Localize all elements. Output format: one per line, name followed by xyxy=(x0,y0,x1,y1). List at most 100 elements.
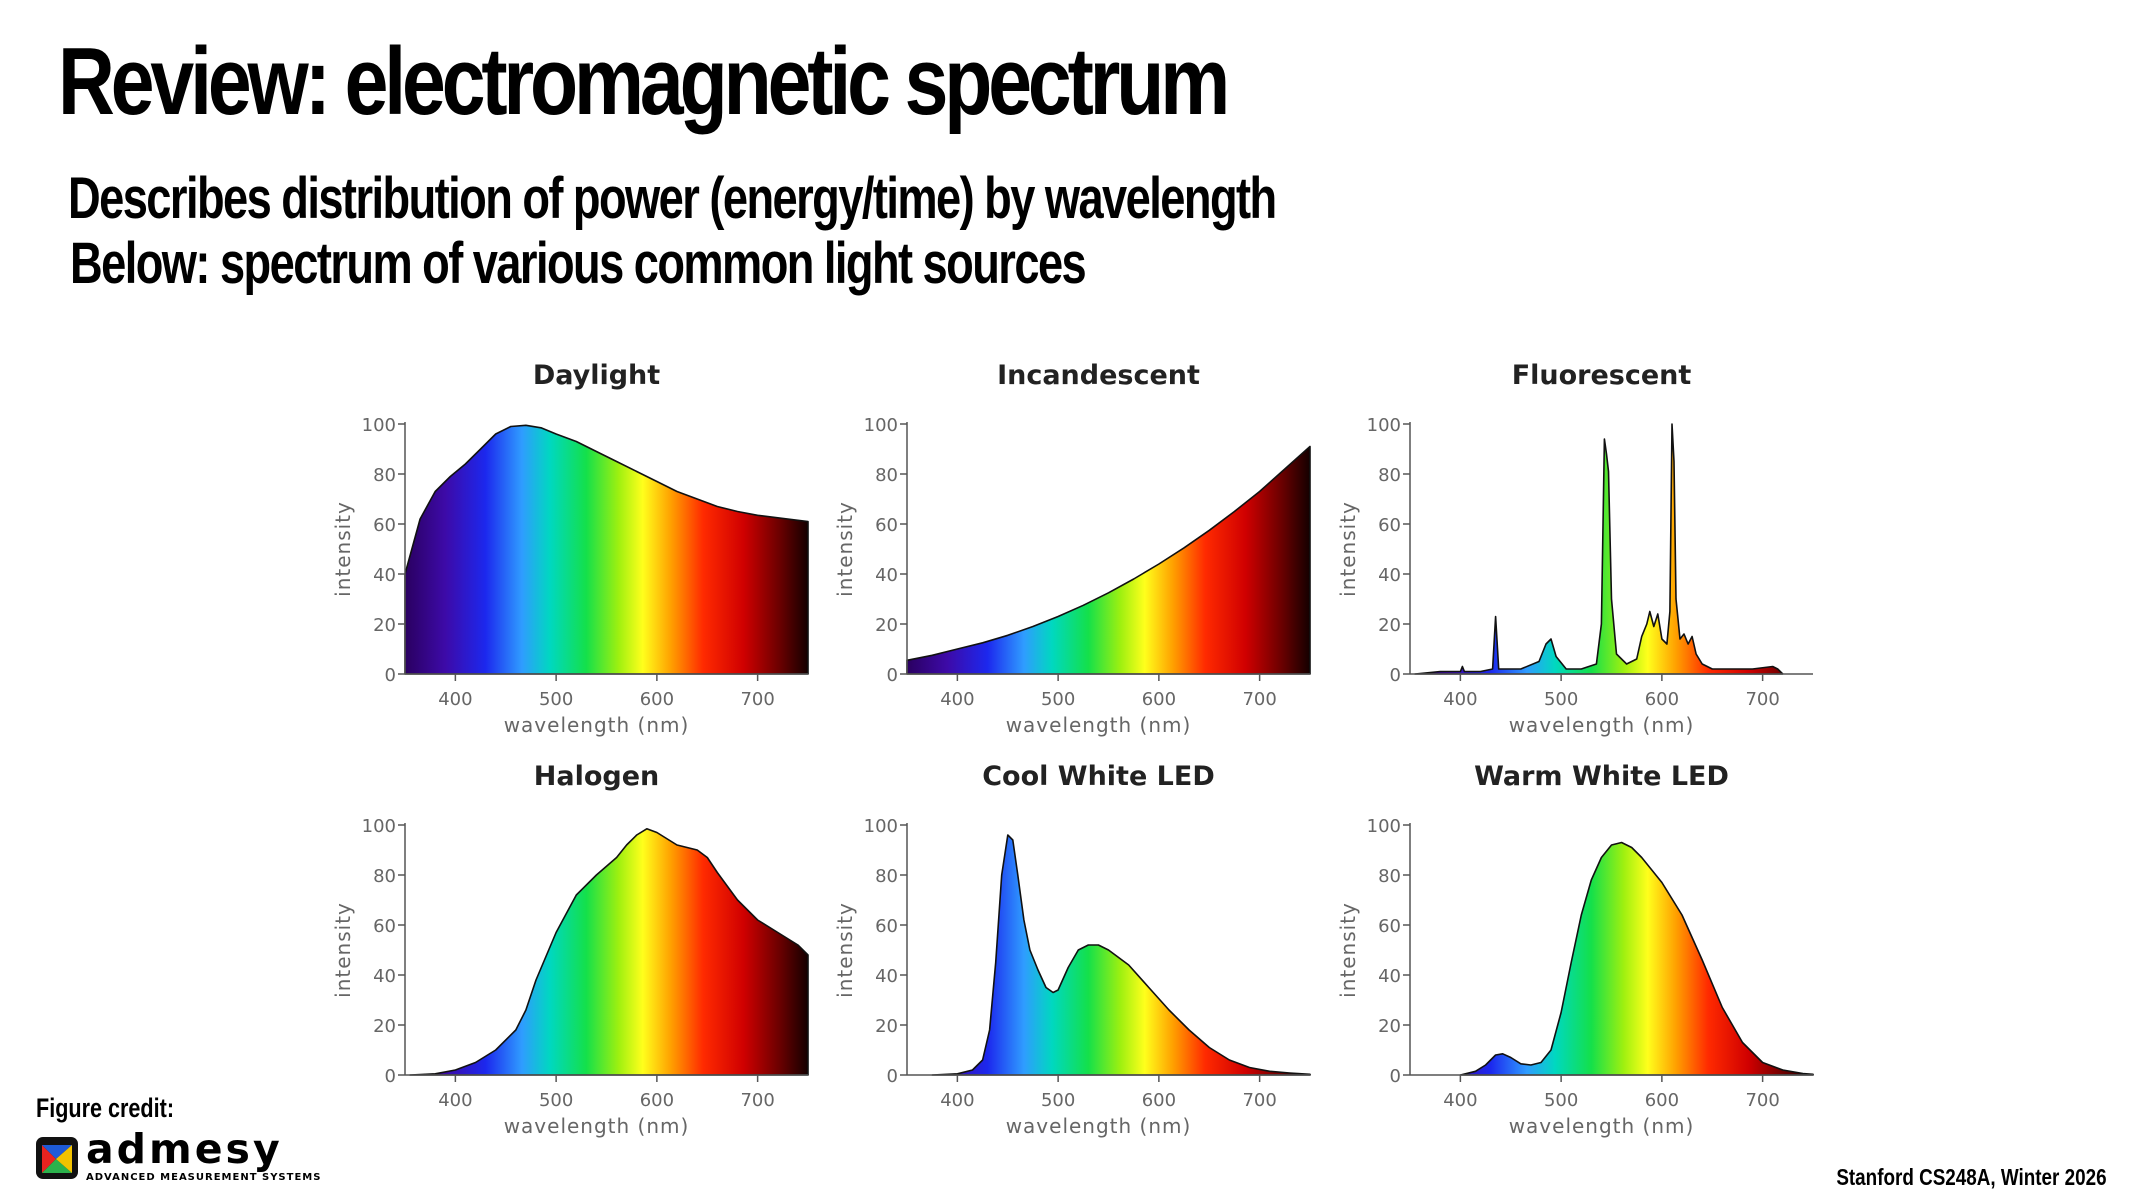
data-point-warm-white-led xyxy=(1782,1069,1783,1070)
y-tick-label-cool-white-led: 60 xyxy=(875,916,898,937)
data-point-fluorescent xyxy=(1649,611,1650,612)
data-point-cool-white-led xyxy=(1229,1059,1230,1060)
y-axis-label-fluorescent: intensity xyxy=(1336,501,1360,597)
data-point-fluorescent xyxy=(1696,653,1697,654)
x-tick-label-fluorescent: 500 xyxy=(1544,689,1578,710)
data-point-cool-white-led xyxy=(1023,919,1024,920)
data-point-daylight xyxy=(540,427,541,428)
data-point-cool-white-led xyxy=(1045,987,1046,988)
data-point-incandescent xyxy=(1259,491,1260,492)
data-point-cool-white-led xyxy=(1269,1071,1270,1072)
data-point-warm-white-led xyxy=(1510,1057,1511,1058)
data-point-fluorescent xyxy=(1683,633,1684,634)
data-point-cool-white-led xyxy=(957,1073,958,1074)
data-point-halogen xyxy=(707,857,708,858)
y-tick-label-fluorescent: 20 xyxy=(1378,615,1401,636)
data-point-warm-white-led xyxy=(1581,914,1582,915)
data-point-daylight xyxy=(797,520,798,521)
x-tick-label-halogen: 700 xyxy=(740,1090,774,1111)
y-tick-label-halogen: 100 xyxy=(362,816,396,837)
data-point-halogen xyxy=(435,1073,436,1074)
y-tick-label-cool-white-led: 20 xyxy=(875,1016,898,1037)
data-point-fluorescent xyxy=(1777,668,1778,669)
y-tick-label-incandescent: 20 xyxy=(875,615,898,636)
x-tick-label-halogen: 500 xyxy=(539,1090,573,1111)
x-tick-label-daylight: 600 xyxy=(640,689,674,710)
data-point-warm-white-led xyxy=(1485,1064,1486,1065)
data-point-daylight xyxy=(495,433,496,434)
data-point-cool-white-led xyxy=(1017,874,1018,875)
data-point-incandescent xyxy=(1032,626,1033,627)
data-point-fluorescent xyxy=(1636,658,1637,659)
x-tick-label-warm-white-led: 500 xyxy=(1544,1090,1578,1111)
data-point-halogen xyxy=(596,874,597,875)
data-point-cool-white-led xyxy=(1098,944,1099,945)
data-point-fluorescent xyxy=(1464,671,1465,672)
data-point-cool-white-led xyxy=(1007,834,1008,835)
y-tick-label-daylight: 100 xyxy=(362,415,396,436)
data-point-cool-white-led xyxy=(1289,1072,1290,1073)
y-tick-label-daylight: 80 xyxy=(373,465,396,486)
x-tick-label-cool-white-led: 400 xyxy=(940,1090,974,1111)
data-point-daylight xyxy=(697,498,698,499)
data-point-cool-white-led xyxy=(1037,969,1038,970)
data-point-fluorescent xyxy=(1646,623,1647,624)
data-point-halogen xyxy=(576,894,577,895)
figure-credit-label: Figure credit: xyxy=(36,1093,175,1123)
data-point-cool-white-led xyxy=(995,962,996,963)
y-tick-label-incandescent: 100 xyxy=(864,415,898,436)
data-point-halogen xyxy=(757,919,758,920)
y-tick-label-cool-white-led: 100 xyxy=(864,816,898,837)
data-point-halogen xyxy=(676,844,677,845)
data-point-incandescent xyxy=(1158,563,1159,564)
data-point-fluorescent xyxy=(1581,668,1582,669)
y-tick-label-warm-white-led: 0 xyxy=(1390,1066,1401,1087)
data-point-warm-white-led xyxy=(1722,1007,1723,1008)
x-tick-label-cool-white-led: 700 xyxy=(1242,1090,1276,1111)
data-point-halogen xyxy=(737,899,738,900)
data-point-daylight xyxy=(757,515,758,516)
data-point-warm-white-led xyxy=(1561,1012,1562,1013)
x-tick-label-incandescent: 400 xyxy=(940,689,974,710)
data-point-halogen xyxy=(697,849,698,850)
data-point-fluorescent xyxy=(1712,668,1713,669)
data-point-cool-white-led xyxy=(1029,949,1030,950)
data-point-warm-white-led xyxy=(1621,842,1622,843)
data-point-cool-white-led xyxy=(1189,1029,1190,1030)
data-point-fluorescent xyxy=(1673,461,1674,462)
data-point-warm-white-led xyxy=(1530,1064,1531,1065)
data-point-fluorescent xyxy=(1538,661,1539,662)
data-point-daylight xyxy=(510,426,511,427)
data-point-warm-white-led xyxy=(1475,1071,1476,1072)
data-point-fluorescent xyxy=(1679,638,1680,639)
data-point-fluorescent xyxy=(1606,453,1607,454)
x-axis-label-cool-white-led: wavelength (nm) xyxy=(1006,1114,1192,1138)
data-point-warm-white-led xyxy=(1762,1062,1763,1063)
data-point-incandescent xyxy=(1309,446,1310,447)
bullet-light-sources: Below: spectrum of various common light … xyxy=(70,231,1087,296)
data-point-warm-white-led xyxy=(1631,847,1632,848)
data-point-daylight xyxy=(676,491,677,492)
data-point-fluorescent xyxy=(1616,653,1617,654)
data-point-halogen xyxy=(656,832,657,833)
y-tick-label-cool-white-led: 40 xyxy=(875,966,898,987)
data-point-halogen xyxy=(495,1049,496,1050)
data-point-warm-white-led xyxy=(1742,1042,1743,1043)
data-point-fluorescent xyxy=(1641,636,1642,637)
data-point-halogen xyxy=(636,834,637,835)
data-point-fluorescent xyxy=(1462,666,1463,667)
data-point-fluorescent xyxy=(1657,613,1658,614)
data-point-fluorescent xyxy=(1772,666,1773,667)
x-tick-label-fluorescent: 700 xyxy=(1745,689,1779,710)
data-point-incandescent xyxy=(1133,578,1134,579)
y-tick-label-warm-white-led: 40 xyxy=(1378,966,1401,987)
data-point-warm-white-led xyxy=(1520,1063,1521,1064)
y-tick-label-fluorescent: 80 xyxy=(1378,465,1401,486)
data-point-fluorescent xyxy=(1675,598,1676,599)
data-point-halogen xyxy=(556,932,557,933)
chart-title-fluorescent: Fluorescent xyxy=(1512,360,1692,391)
data-point-daylight xyxy=(596,451,597,452)
y-axis-label-incandescent: intensity xyxy=(833,501,857,597)
y-axis-label-daylight: intensity xyxy=(331,501,355,597)
